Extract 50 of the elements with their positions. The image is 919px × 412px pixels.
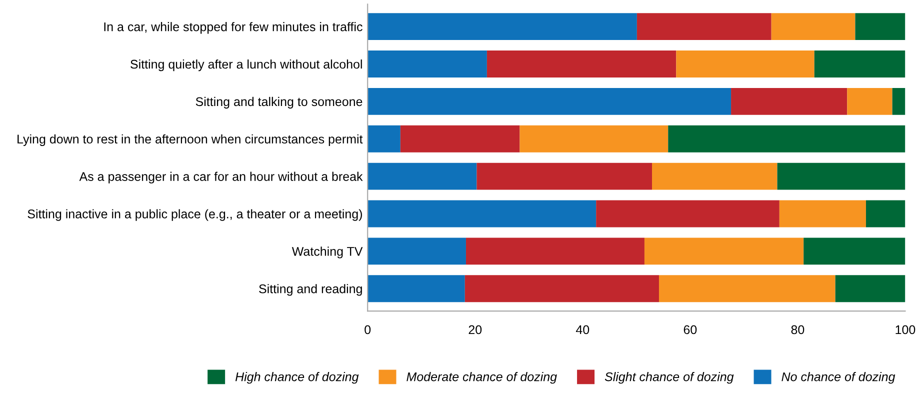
bar [847, 88, 892, 115]
bar [368, 238, 466, 265]
legend-label: Moderate chance of dozing [406, 372, 557, 384]
bar [464, 275, 659, 302]
legend-label: No chance of dozing [782, 372, 896, 384]
bar [368, 162, 477, 190]
x-tick-label: 80 [791, 325, 804, 334]
bar [644, 238, 804, 265]
bar [779, 200, 866, 228]
bar [658, 275, 836, 302]
y-tick-label: In a car, while stopped for few minutes in traffic [104, 22, 362, 34]
y-tick-label: Sitting and reading [259, 284, 362, 296]
x-tick-label: 60 [684, 325, 697, 334]
bar [368, 125, 400, 152]
bar [368, 275, 465, 302]
bar [731, 88, 848, 115]
bar [892, 88, 906, 115]
bar [486, 50, 676, 78]
bar [668, 125, 906, 152]
x-tick-label: 20 [468, 325, 482, 334]
bar [368, 88, 732, 115]
y-tick-label: Sitting inactive in a public place (e.g., a theater or a meeting) [28, 209, 362, 221]
y-tick-label: Lying down to rest in the afternoon when circumstances permit [18, 134, 363, 146]
legend-label: Slight chance of dozing [604, 372, 734, 384]
x-tick-label: 0 [364, 325, 371, 334]
bar [676, 50, 814, 78]
bar [476, 162, 652, 190]
bar [835, 275, 906, 302]
bar [520, 125, 668, 152]
bar [777, 162, 906, 190]
bar [368, 50, 487, 78]
y-tick-label: Watching TV [292, 246, 363, 258]
bar [596, 200, 780, 228]
x-tick-label: 100 [896, 325, 916, 334]
y-tick-label: Sitting quietly after a lunch without alcohol [130, 59, 362, 72]
bar [866, 200, 906, 228]
bar [466, 238, 644, 265]
bar [636, 13, 772, 40]
bar [400, 125, 520, 152]
y-tick-label: As a passenger in a car for an hour without a break [79, 172, 363, 184]
bar [368, 200, 596, 228]
bar [814, 50, 906, 78]
bar [855, 13, 906, 40]
y-tick-label: Sitting and talking to someone [196, 96, 362, 109]
legend-label: High chance of dozing [235, 372, 359, 384]
bar [652, 162, 778, 190]
bar [804, 238, 906, 265]
bar [368, 13, 637, 40]
bar [771, 13, 856, 40]
x-tick-label: 40 [576, 325, 590, 334]
